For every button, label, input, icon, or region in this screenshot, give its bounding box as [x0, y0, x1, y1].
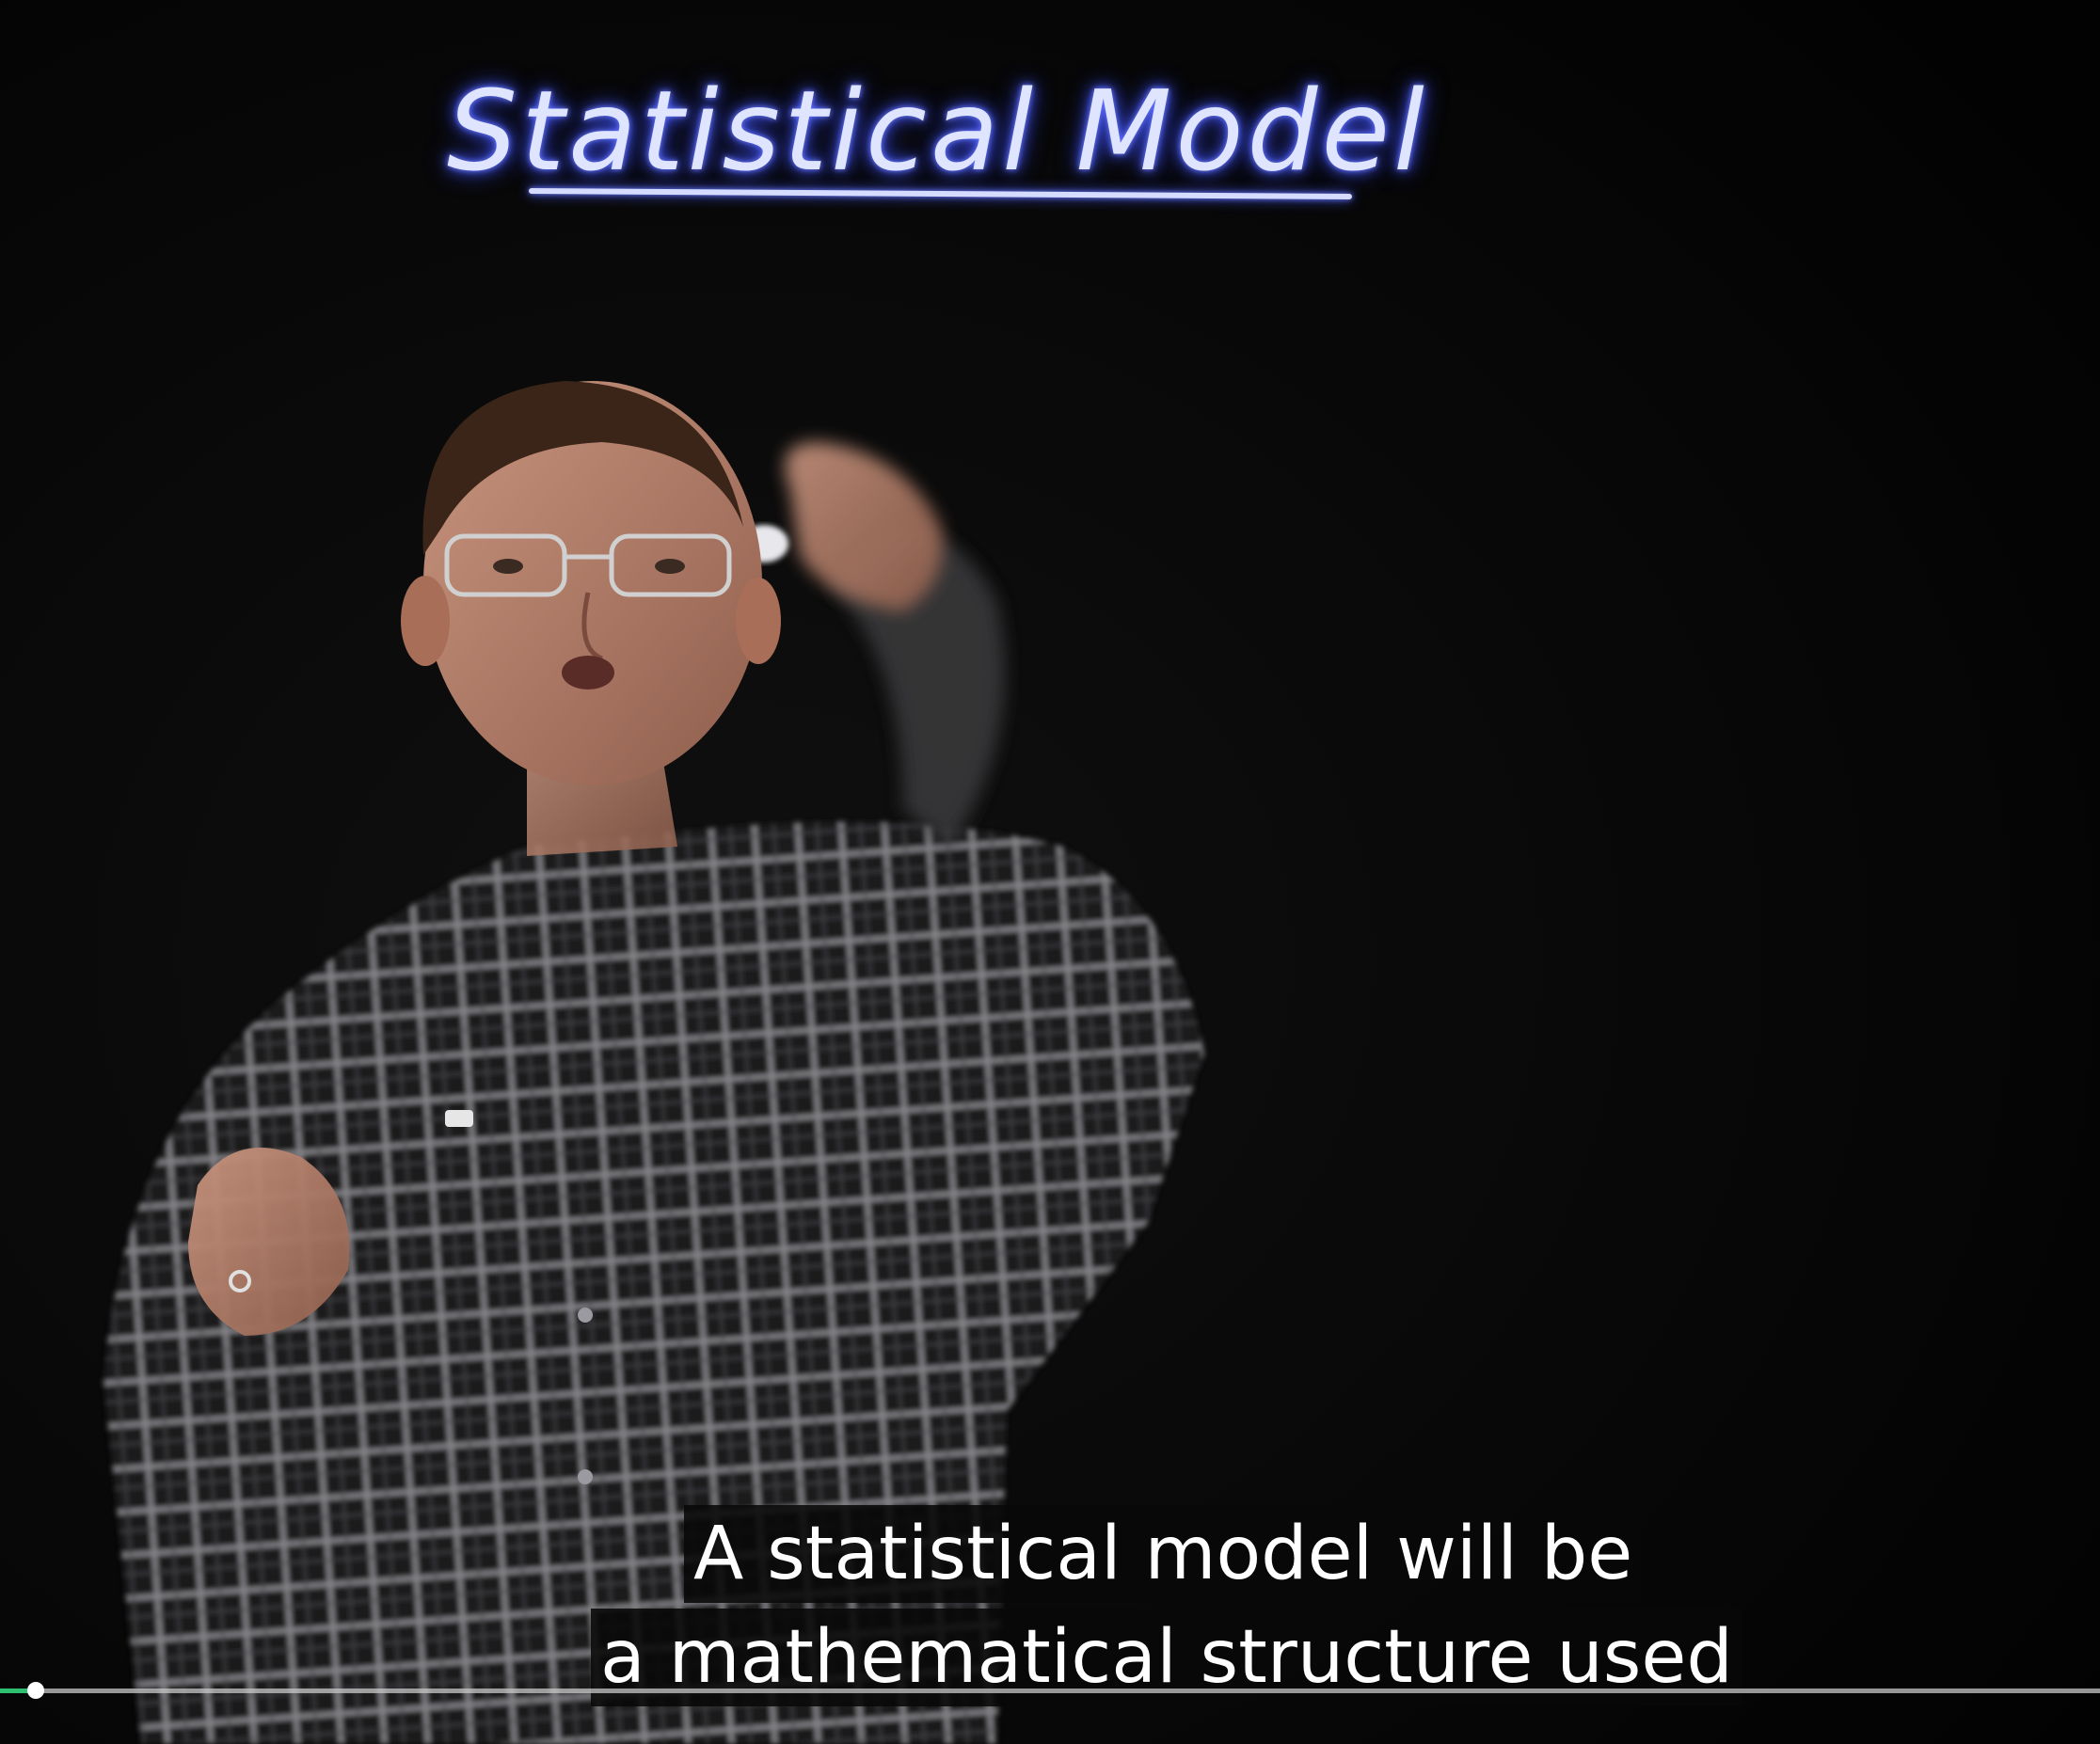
- progress-played: [0, 1689, 36, 1693]
- scrubber-handle[interactable]: [27, 1682, 44, 1699]
- caption-line: A statistical model will be: [684, 1505, 1643, 1603]
- board-title: Statistical Model: [447, 66, 1428, 196]
- progress-bar[interactable]: [0, 1682, 2100, 1699]
